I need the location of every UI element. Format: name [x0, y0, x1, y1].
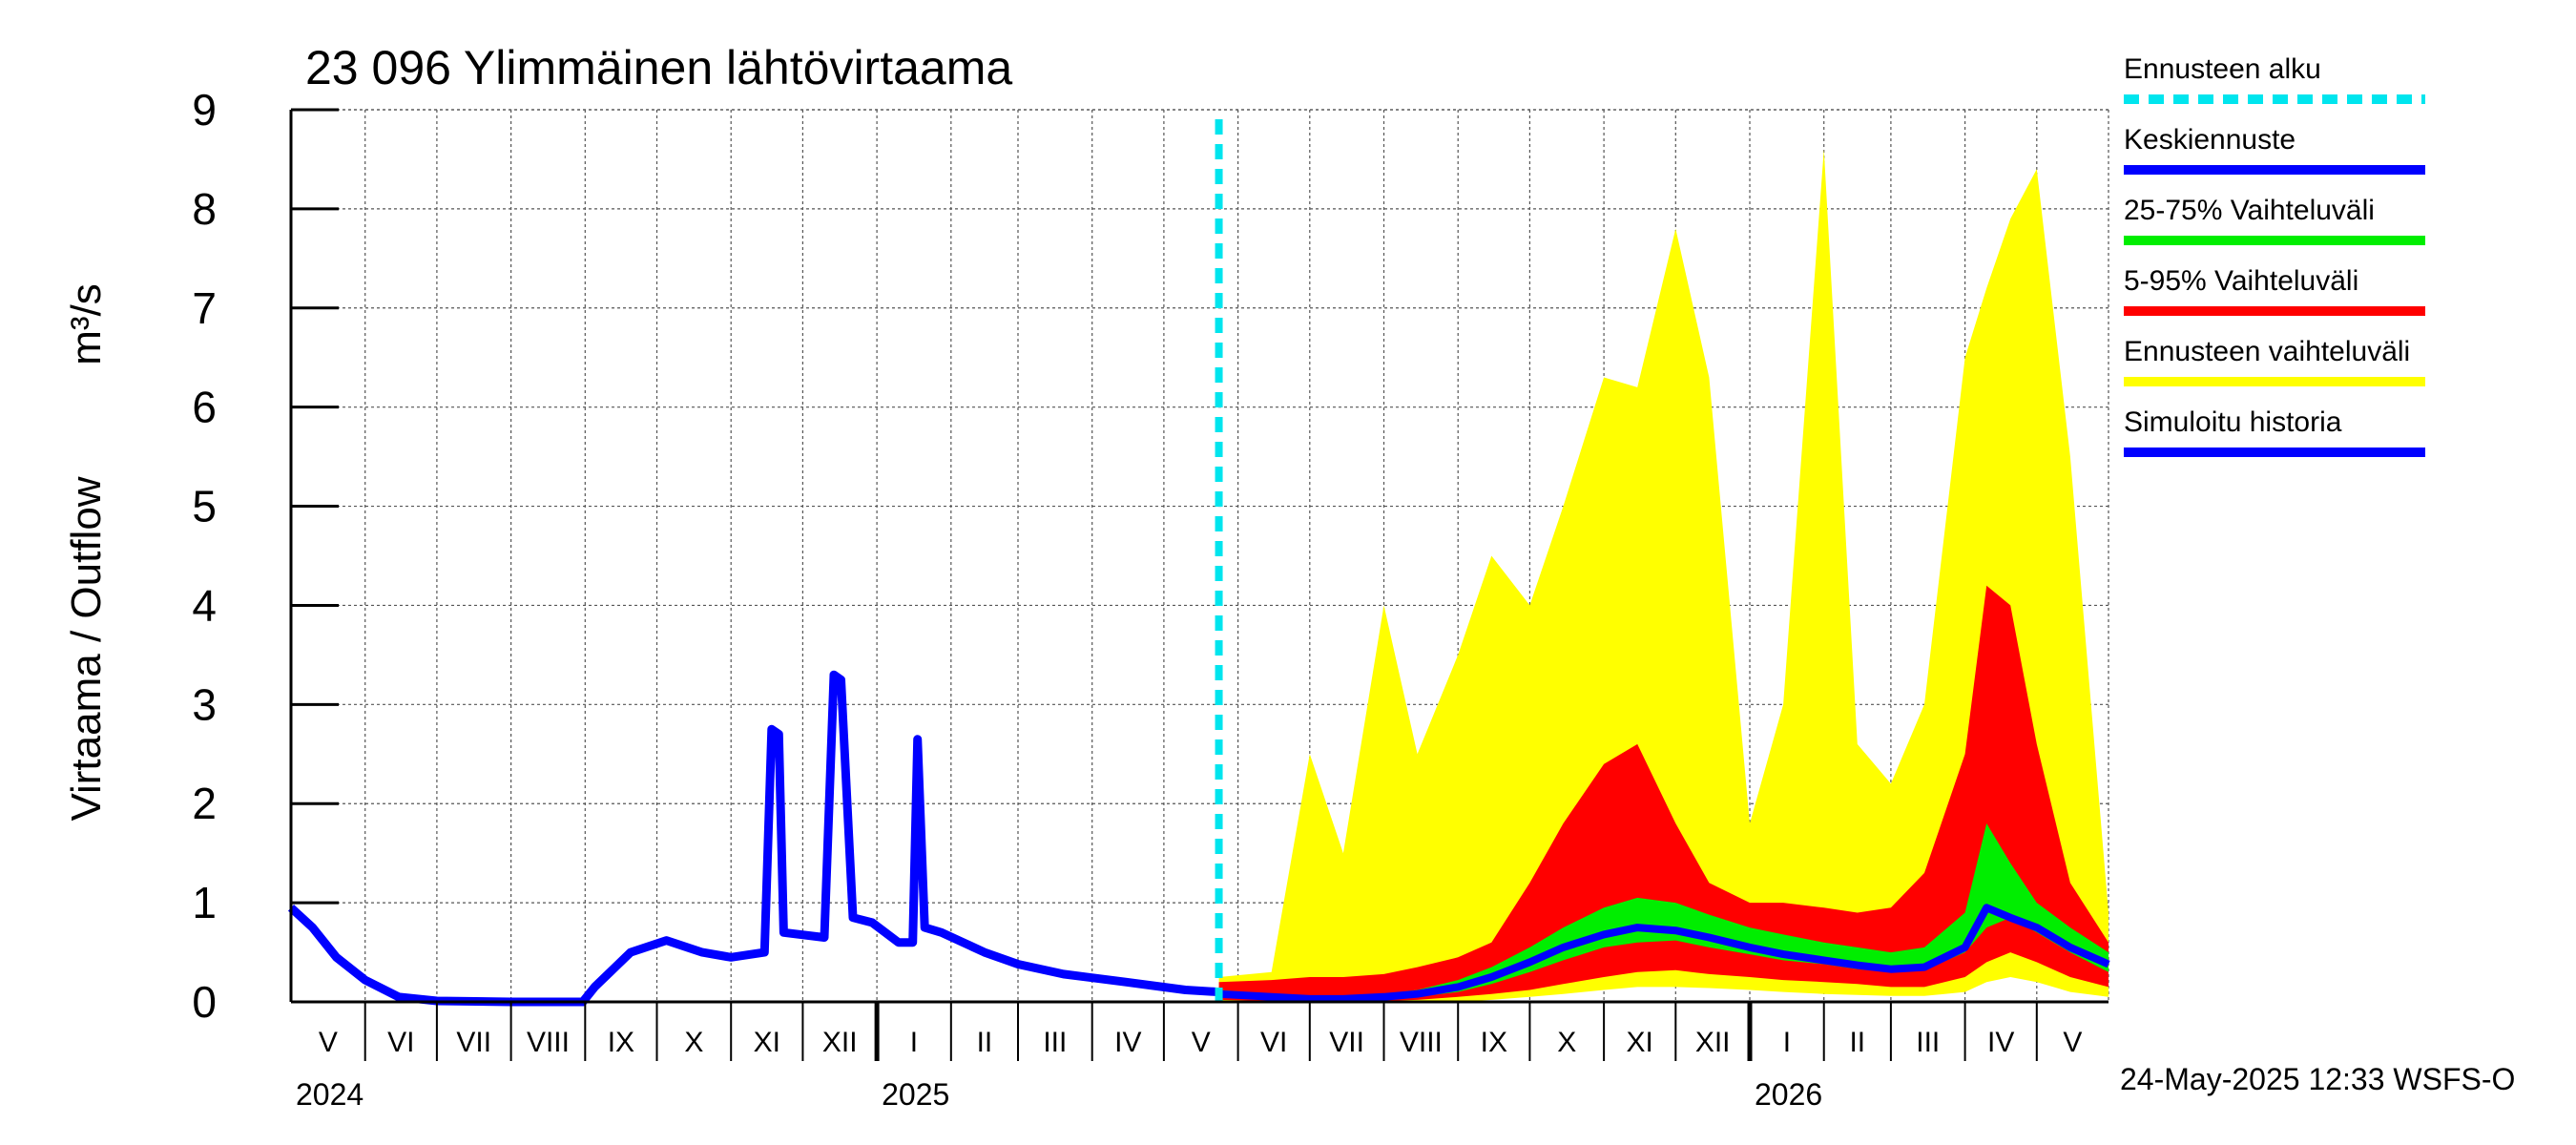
- y-axis-label: Virtaama / Outflow m³/s: [63, 283, 110, 821]
- y-tick-label: 7: [192, 283, 217, 333]
- x-tick-label: II: [1849, 1027, 1865, 1058]
- x-tick-label: VII: [456, 1027, 491, 1058]
- footer-timestamp: 24-May-2025 12:33 WSFS-O: [2120, 1062, 2515, 1096]
- band-25-75: [1218, 823, 2109, 1000]
- x-tick-label: III: [1916, 1027, 1940, 1058]
- x-tick-label: VI: [1260, 1027, 1287, 1058]
- x-tick-label: VII: [1329, 1027, 1364, 1058]
- x-tick-label: V: [2063, 1027, 2082, 1058]
- x-tick-label: V: [319, 1027, 338, 1058]
- legend-label: 25-75% Vaihteluväli: [2124, 195, 2375, 226]
- x-tick-label: I: [1783, 1027, 1791, 1058]
- series-median: [1218, 904, 2110, 1003]
- x-tick-label: XII: [822, 1027, 858, 1058]
- y-axis-label-text: Virtaama / Outflow: [63, 476, 110, 821]
- y-tick-label: 1: [192, 878, 217, 927]
- y-tick-label: 3: [192, 679, 217, 729]
- x-tick-label: VI: [387, 1027, 414, 1058]
- y-tick-label: 9: [192, 85, 217, 135]
- year-label: 2026: [1755, 1077, 1822, 1112]
- band-forecast-range: [1218, 149, 2109, 1003]
- x-tick-label: III: [1043, 1027, 1067, 1058]
- series-layer: [287, 119, 2110, 1007]
- year-label: 2025: [882, 1077, 949, 1112]
- y-tick-label: 2: [192, 779, 217, 828]
- legend-label: Simuloitu historia: [2124, 406, 2342, 438]
- y-axis-unit: m³/s: [63, 283, 110, 365]
- x-tick-label: VIII: [1400, 1027, 1443, 1058]
- x-tick-label: IX: [608, 1027, 634, 1058]
- x-tick-label: XI: [1627, 1027, 1653, 1058]
- y-tick-label: 5: [192, 482, 217, 531]
- x-tick-label: IX: [1481, 1027, 1507, 1058]
- x-tick-label: XII: [1695, 1027, 1731, 1058]
- x-tick-label: IV: [1114, 1027, 1141, 1058]
- x-tick-label: X: [684, 1027, 703, 1058]
- y-tick-label: 4: [192, 580, 217, 630]
- y-tick-label: 6: [192, 383, 217, 432]
- x-tick-label: IV: [1987, 1027, 2014, 1058]
- legend: Ennusteen alku Keskiennuste 25-75% Vaihtel…: [2124, 53, 2425, 457]
- chart-title: 23 096 Ylimmäinen lähtövirtaama: [305, 41, 1012, 94]
- y-tick-label: 0: [192, 977, 217, 1027]
- x-tick-label: II: [977, 1027, 993, 1058]
- legend-label: Ennusteen vaihteluväli: [2124, 336, 2410, 367]
- x-tick-label: V: [1192, 1027, 1211, 1058]
- y-tick-label: 8: [192, 184, 217, 234]
- legend-label: Ennusteen alku: [2124, 53, 2321, 85]
- x-tick-label: VIII: [527, 1027, 570, 1058]
- legend-label: Keskiennuste: [2124, 124, 2296, 156]
- legend-label: 5-95% Vaihteluväli: [2124, 265, 2358, 297]
- x-tick-label: I: [910, 1027, 918, 1058]
- year-label: 2024: [296, 1077, 364, 1112]
- x-tick-label: X: [1557, 1027, 1576, 1058]
- x-tick-label: XI: [754, 1027, 780, 1058]
- series-history: [287, 670, 1219, 1007]
